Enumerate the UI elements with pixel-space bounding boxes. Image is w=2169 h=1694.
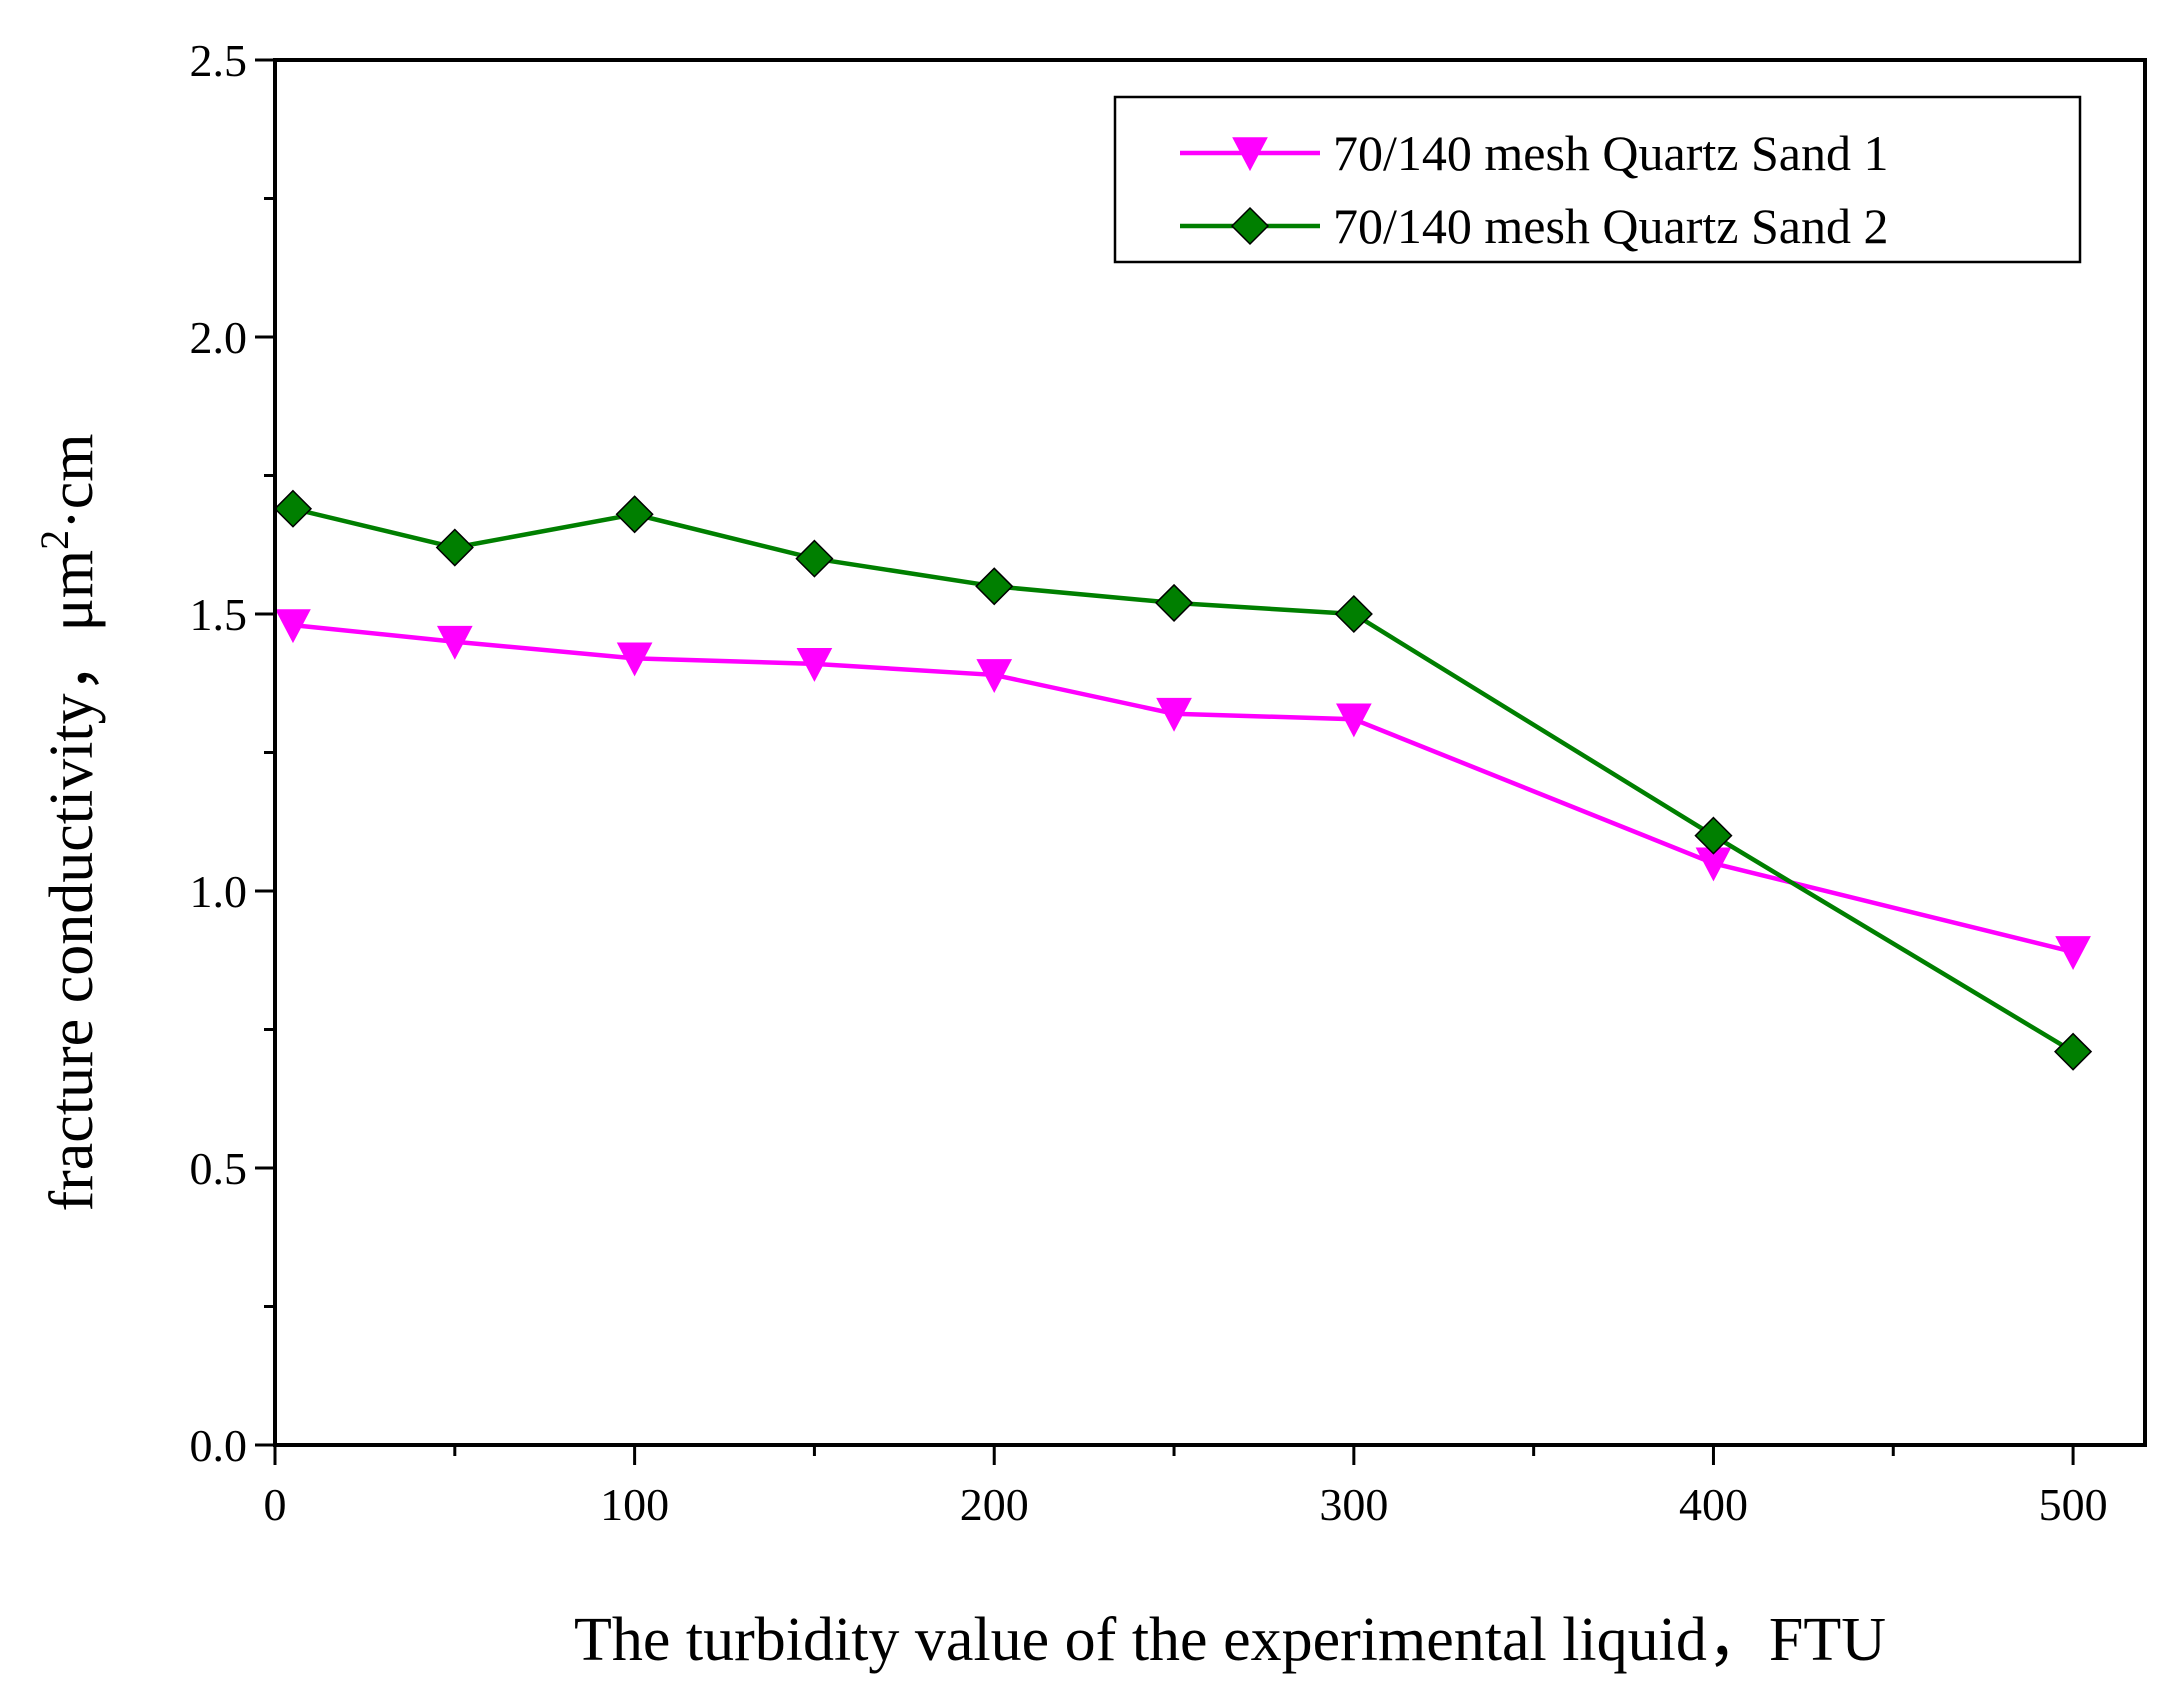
data-point: [275, 609, 311, 644]
legend-label: 70/140 mesh Quartz Sand 2: [1333, 198, 1888, 254]
y-tick-label: 0.5: [190, 1143, 248, 1194]
legend-entry-1: 70/140 mesh Quartz Sand 1: [1180, 125, 1888, 181]
x-tick-label: 200: [960, 1479, 1029, 1530]
data-point: [796, 648, 833, 682]
data-point: [976, 659, 1013, 694]
legend-marker: [1232, 137, 1268, 172]
y-tick-label: 0.0: [190, 1420, 248, 1471]
y-axis-unit-prefix: μm: [38, 550, 106, 631]
legend: 70/140 mesh Quartz Sand 1 70/140 mesh Qua…: [1113, 95, 2082, 264]
data-point: [1694, 816, 1733, 855]
data-point: [616, 642, 653, 677]
data-point: [795, 539, 834, 578]
y-axis-unit-superscript: 2: [32, 530, 77, 550]
series-2: [273, 489, 2093, 1071]
x-axis-title: The turbidity value of the experimental …: [574, 1606, 1886, 1674]
series-1: [275, 609, 2091, 971]
data-point: [1336, 703, 1372, 738]
y-axis-title: fracture conductivity，μm2·cm: [32, 433, 106, 1211]
legend-box: [1113, 95, 2082, 264]
plot-content: [273, 489, 2093, 1071]
legend-marker: [1230, 206, 1270, 246]
y-tick-label: 1.0: [190, 866, 248, 917]
data-point: [1334, 594, 1373, 634]
x-tick-label: 500: [2039, 1479, 2108, 1530]
x-tick-label: 100: [600, 1479, 669, 1530]
data-point: [436, 625, 473, 660]
y-axis-unit-suffix: ·cm: [38, 433, 106, 529]
legend-label: 70/140 mesh Quartz Sand 1: [1333, 125, 1888, 181]
data-point: [273, 489, 313, 528]
y-tick-label: 1.5: [190, 589, 248, 640]
x-tick-label: 0: [264, 1479, 287, 1530]
y-axis-title-base: fracture conductivity，: [38, 631, 106, 1211]
x-tick-label: 300: [1319, 1479, 1388, 1530]
data-point: [1154, 583, 1194, 622]
x-tick-label: 400: [1679, 1479, 1748, 1530]
y-tick-label: 2.0: [190, 312, 248, 363]
data-point: [435, 528, 474, 567]
data-point: [1156, 697, 1192, 732]
legend-entry-2: 70/140 mesh Quartz Sand 2: [1180, 198, 1888, 254]
y-tick-label: 2.5: [190, 35, 248, 86]
data-point: [2054, 1032, 2093, 1071]
axis-ticks: 0 100 200 300 400 500 0.0 0.5 1.0 1.5 2.0 2.5: [190, 35, 2108, 1530]
data-point: [975, 567, 1014, 606]
data-point: [2055, 936, 2091, 971]
data-point: [615, 495, 654, 534]
